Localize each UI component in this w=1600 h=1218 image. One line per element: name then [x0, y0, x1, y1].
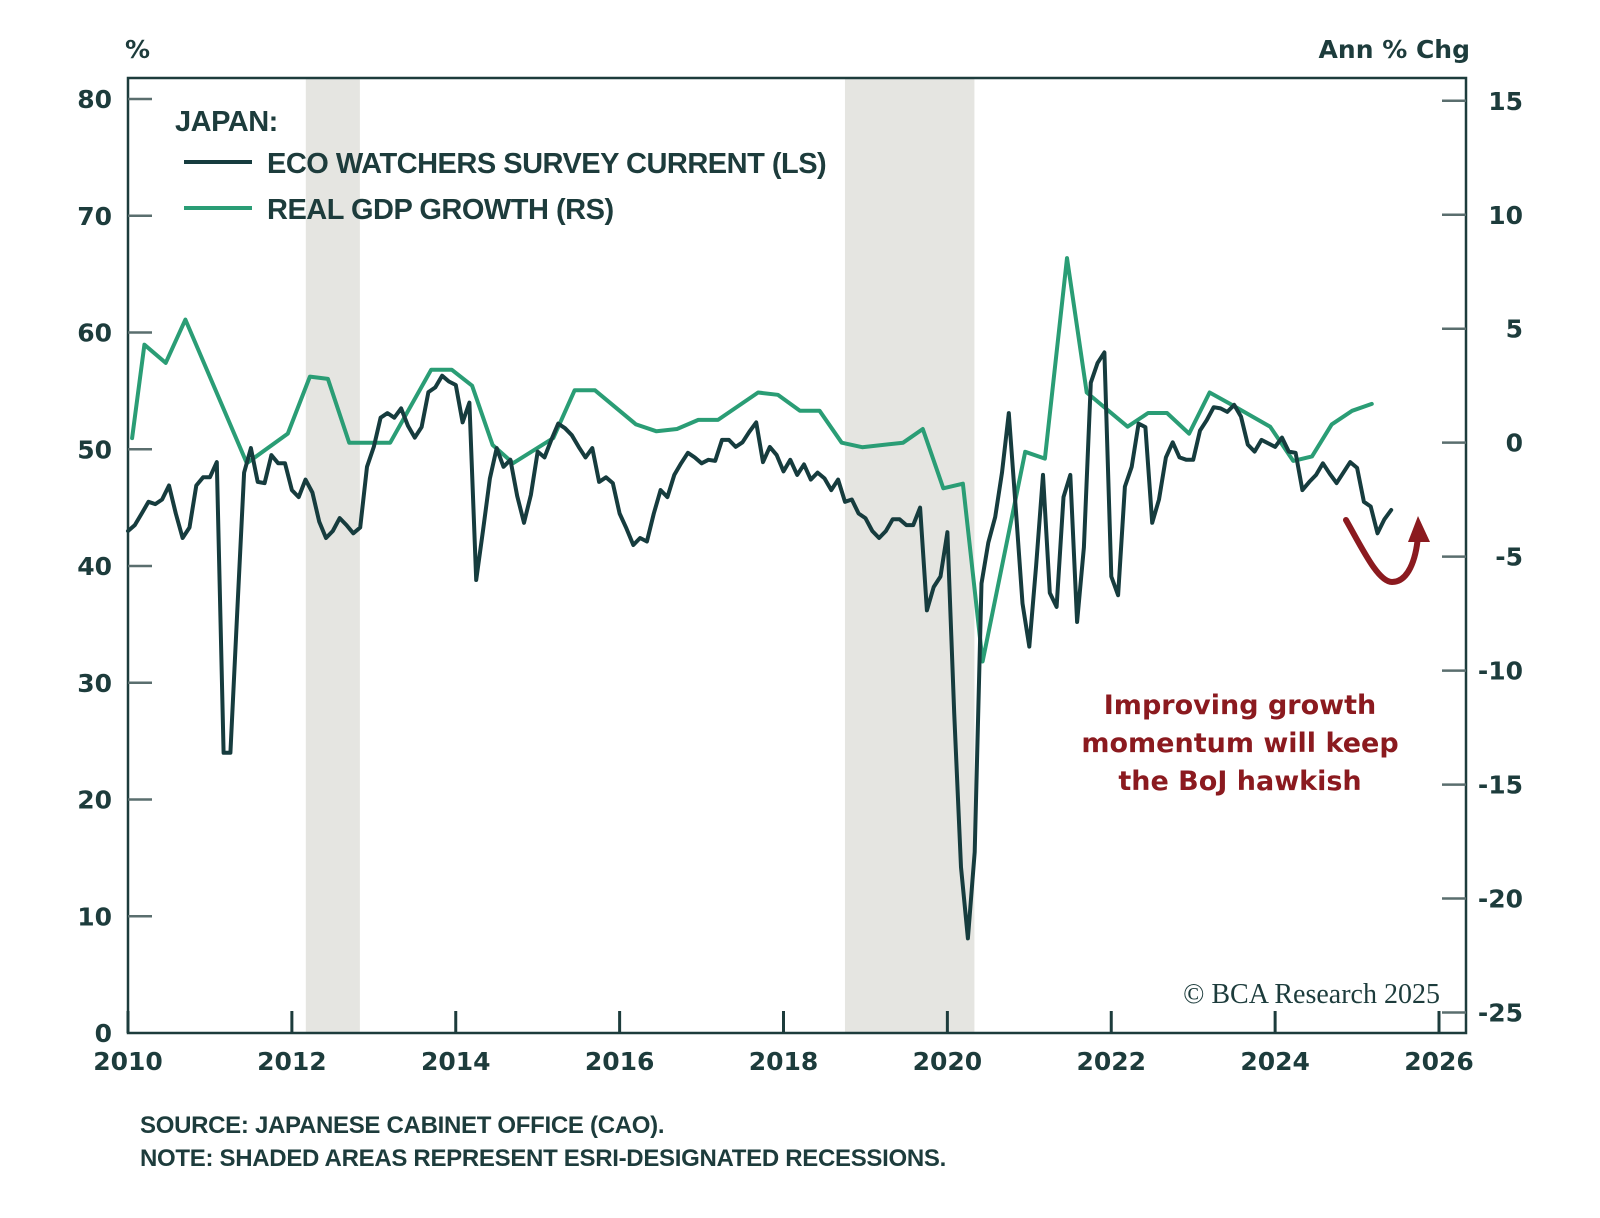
annotation-line-3: the BoJ hawkish: [1118, 766, 1361, 797]
arrowhead-icon: [1408, 516, 1430, 542]
x-tick-label: 2026: [1404, 1047, 1474, 1076]
right-tick-label: -20: [1478, 885, 1523, 914]
u-turn-arrow-icon: [1343, 517, 1421, 586]
annotation: Improving growth momentum will keep the …: [1081, 516, 1430, 797]
left-tick-label: 20: [77, 786, 112, 815]
recession-note: NOTE: SHADED AREAS REPRESENT ESRI-DESIGN…: [140, 1145, 946, 1172]
x-axis: 2010 2012 2014 2016 2018 2020 2022 2024 2026: [93, 1011, 1474, 1076]
left-tick-label: 50: [77, 435, 112, 464]
x-tick-label: 2022: [1076, 1047, 1146, 1076]
left-axis: 0 10 20 30 40 50 60 70 80: [77, 85, 152, 1048]
right-tick-label: -15: [1478, 771, 1523, 800]
left-axis-unit: %: [125, 35, 150, 64]
left-tick-label: 10: [77, 902, 112, 931]
recession-shading-layer: [305, 78, 975, 1033]
recession-band-2: [844, 78, 975, 1033]
source-note: SOURCE: JAPANESE CABINET OFFICE (CAO).: [140, 1112, 664, 1139]
right-tick-label: 0: [1506, 429, 1523, 458]
left-tick-label: 70: [77, 202, 112, 231]
x-tick-label: 2014: [421, 1047, 491, 1076]
left-tick-label: 60: [77, 319, 112, 348]
annotation-line-2: momentum will keep: [1081, 728, 1398, 759]
x-tick-label: 2010: [93, 1047, 163, 1076]
legend: JAPAN: ECO WATCHERS SURVEY CURRENT (LS) …: [175, 106, 827, 226]
right-axis: -25 -20 -15 -10 -5 0 5 10 15: [1442, 87, 1523, 1027]
right-axis-unit: Ann % Chg: [1319, 35, 1470, 64]
right-tick-label: -25: [1478, 998, 1523, 1027]
left-tick-label: 80: [77, 85, 112, 114]
right-tick-label: 15: [1488, 87, 1523, 116]
x-tick-label: 2012: [257, 1047, 327, 1076]
x-tick-label: 2018: [749, 1047, 819, 1076]
right-tick-label: -5: [1495, 543, 1523, 572]
right-tick-label: -10: [1478, 657, 1523, 686]
right-tick-label: 10: [1488, 201, 1523, 230]
left-tick-label: 0: [95, 1019, 112, 1048]
copyright: © BCA Research 2025: [1183, 979, 1440, 1010]
legend-label-eco-watchers: ECO WATCHERS SURVEY CURRENT (LS): [267, 148, 826, 180]
eco-watchers-line: [126, 350, 1394, 941]
legend-title: JAPAN:: [175, 106, 278, 138]
x-tick-label: 2020: [913, 1047, 983, 1076]
series-layer: [126, 256, 1394, 941]
gdp-growth-line: [130, 256, 1374, 664]
x-tick-label: 2024: [1240, 1047, 1310, 1076]
right-tick-label: 5: [1506, 315, 1523, 344]
legend-label-gdp: REAL GDP GROWTH (RS): [267, 194, 614, 226]
recession-band-1: [305, 78, 360, 1033]
annotation-line-1: Improving growth: [1104, 690, 1376, 721]
left-tick-label: 40: [77, 552, 112, 581]
left-tick-label: 30: [77, 669, 112, 698]
x-tick-label: 2016: [585, 1047, 655, 1076]
